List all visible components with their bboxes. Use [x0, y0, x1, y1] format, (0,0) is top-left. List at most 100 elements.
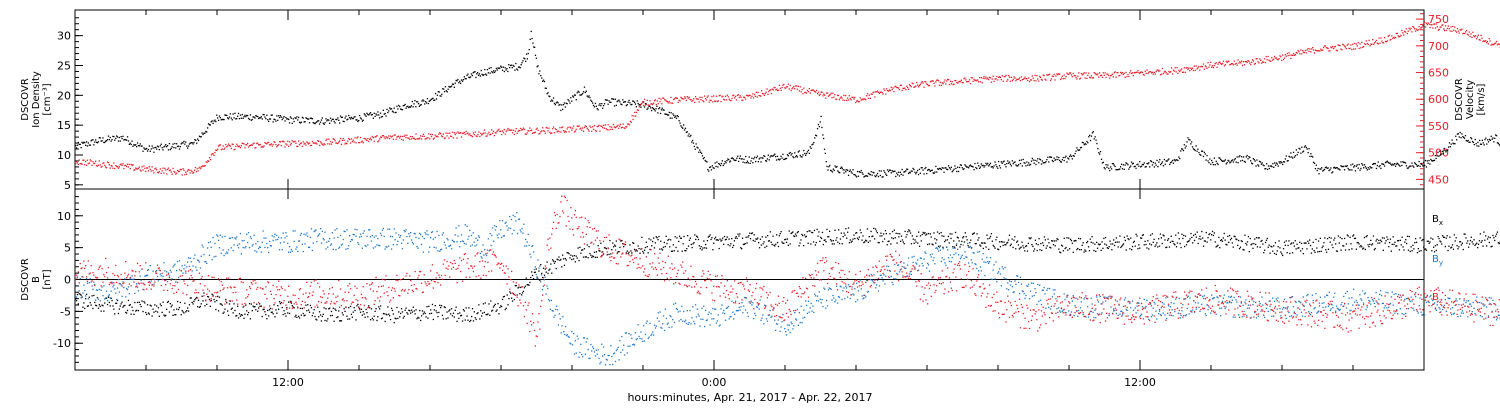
density-point [1478, 145, 1480, 147]
density-point [222, 118, 224, 121]
density-point [1456, 139, 1458, 141]
b-ytick-label: 10 [57, 210, 71, 223]
velocity-point [1418, 26, 1420, 28]
bx-point [922, 231, 924, 234]
bx-point [1416, 252, 1419, 254]
bx-point [582, 256, 585, 258]
velocity-point [1292, 53, 1295, 55]
bx-point [1365, 236, 1367, 238]
density-point [709, 166, 712, 168]
density-point [568, 100, 570, 102]
velocity-point [1475, 35, 1477, 37]
velocity-point [209, 157, 211, 159]
bx-point [540, 264, 542, 266]
velocity-point [1140, 71, 1143, 73]
bx-point [1025, 245, 1028, 247]
density-point [293, 120, 295, 123]
density-point [948, 167, 951, 169]
density-point [369, 113, 371, 115]
velocity-point [987, 77, 989, 79]
density-point [152, 147, 154, 149]
velocity-point [837, 94, 840, 97]
density-point [563, 102, 566, 104]
density-point [752, 162, 754, 164]
density-point [1006, 162, 1008, 165]
velocity-point [959, 80, 962, 83]
bx-point [342, 314, 344, 316]
density-point [410, 105, 413, 107]
density-point [278, 116, 281, 119]
velocity-point [611, 126, 613, 128]
density-point [978, 167, 981, 169]
density-point [676, 115, 678, 117]
bx-point [668, 238, 670, 240]
density-point [911, 170, 913, 172]
bx-point [353, 307, 355, 309]
bx-point [1489, 236, 1491, 239]
density-point [1241, 159, 1244, 162]
density-point [1163, 158, 1165, 161]
bx-point [440, 306, 442, 309]
velocity-point [897, 87, 900, 89]
density-point [90, 140, 92, 142]
bx-point [352, 311, 354, 313]
density-point [386, 108, 388, 111]
bx-point [1053, 240, 1055, 242]
bx-point [768, 240, 771, 242]
bx-point [822, 243, 824, 246]
velocity-point [1204, 65, 1206, 67]
density-point [1270, 165, 1272, 167]
bx-point [1282, 254, 1284, 257]
velocity-point [1467, 34, 1469, 36]
velocity-point [82, 159, 84, 161]
bx-point [1094, 243, 1096, 245]
bx-point [532, 278, 535, 280]
velocity-point [1377, 43, 1379, 45]
bx-point [608, 253, 610, 256]
density-point [1013, 161, 1015, 163]
velocity-point [368, 140, 370, 143]
velocity-point [562, 130, 565, 132]
velocity-point [1132, 75, 1134, 77]
bx-point [1442, 235, 1444, 237]
density-point [584, 91, 586, 94]
bx-point [461, 320, 464, 322]
density-point [789, 151, 791, 154]
bx-point [1420, 250, 1422, 252]
bx-point [255, 309, 257, 311]
density-point [660, 109, 663, 111]
velocity-point [1414, 28, 1416, 30]
density-point [1375, 167, 1378, 170]
velocity-point [1110, 74, 1113, 76]
bx-point [246, 310, 248, 312]
bx-point [939, 245, 941, 247]
velocity-point [734, 97, 736, 99]
bx-point [490, 300, 492, 302]
velocity-point [906, 85, 908, 87]
bx-point [472, 320, 475, 322]
bx-point [269, 307, 272, 309]
bx-point [1482, 245, 1484, 247]
bx-point [1330, 237, 1332, 239]
density-point [698, 151, 700, 153]
velocity-point [278, 144, 280, 146]
density-point [536, 66, 538, 68]
density-point [312, 122, 314, 124]
bx-point [1059, 251, 1061, 253]
velocity-point [1028, 77, 1030, 79]
bx-point [324, 319, 326, 322]
density-point [980, 163, 982, 165]
bx-point [588, 246, 590, 248]
density-point [284, 120, 286, 122]
velocity-point [1480, 34, 1482, 37]
velocity-point [845, 95, 847, 97]
velocity-point [787, 83, 789, 85]
density-point [902, 174, 904, 176]
velocity-point [1296, 52, 1298, 54]
velocity-point [367, 138, 369, 140]
density-point [333, 120, 335, 123]
velocity-point [1218, 61, 1220, 64]
velocity-point [1117, 72, 1119, 74]
density-point [446, 91, 448, 93]
bx-point [1411, 250, 1413, 252]
